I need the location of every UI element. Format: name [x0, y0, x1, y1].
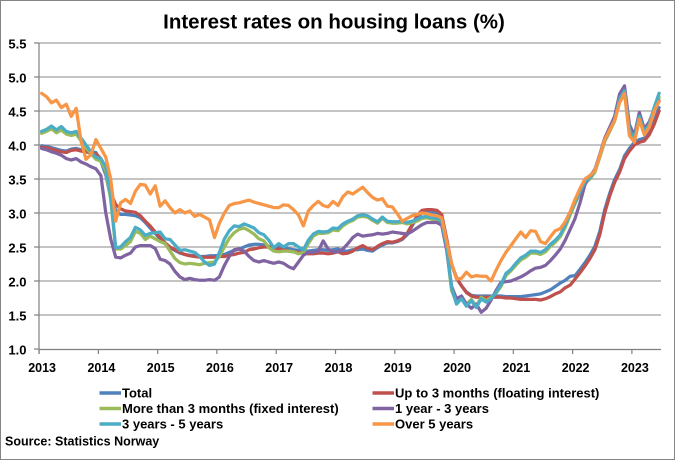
svg-text:2018: 2018	[325, 361, 353, 375]
svg-text:2.0: 2.0	[8, 275, 26, 290]
svg-text:1.0: 1.0	[8, 343, 26, 358]
svg-text:4.0: 4.0	[8, 139, 26, 154]
svg-text:2013: 2013	[28, 361, 56, 375]
svg-text:2015: 2015	[147, 361, 175, 375]
svg-text:2021: 2021	[502, 361, 530, 375]
svg-text:Over 5 years: Over 5 years	[395, 417, 473, 432]
svg-text:2023: 2023	[621, 361, 649, 375]
svg-text:2019: 2019	[384, 361, 412, 375]
svg-text:Source: Statistics Norway: Source: Statistics Norway	[5, 435, 159, 449]
svg-text:2.5: 2.5	[8, 241, 26, 256]
svg-text:2020: 2020	[443, 361, 471, 375]
svg-text:2014: 2014	[87, 361, 115, 375]
svg-text:3.5: 3.5	[8, 173, 26, 188]
svg-text:Total: Total	[122, 386, 152, 401]
svg-text:2022: 2022	[562, 361, 590, 375]
svg-text:1 year - 3 years: 1 year - 3 years	[395, 401, 489, 416]
svg-text:2017: 2017	[265, 361, 293, 375]
svg-text:5.5: 5.5	[8, 37, 26, 52]
svg-text:1.5: 1.5	[8, 309, 26, 324]
svg-text:2016: 2016	[206, 361, 234, 375]
svg-text:3 years - 5 years: 3 years - 5 years	[122, 417, 223, 432]
svg-text:More than 3 months (fixed inte: More than 3 months (fixed interest)	[122, 401, 339, 416]
svg-text:Up to 3 months (floating inter: Up to 3 months (floating interest)	[395, 386, 599, 401]
svg-text:3.0: 3.0	[8, 207, 26, 222]
svg-text:4.5: 4.5	[8, 105, 26, 120]
svg-text:Interest rates on housing loan: Interest rates on housing loans (%)	[163, 11, 505, 34]
svg-text:5.0: 5.0	[8, 71, 26, 86]
